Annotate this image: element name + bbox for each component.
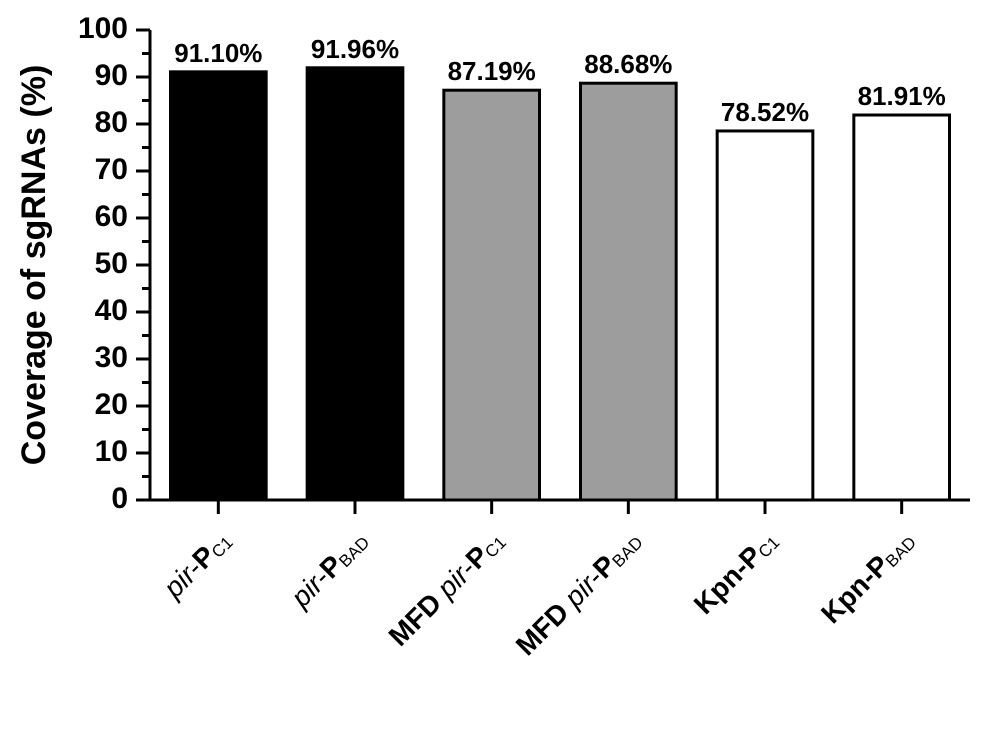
- y-tick-label: 20: [95, 388, 128, 421]
- chart-container: 91.10% 91.96% 87.19% 88.68% 78.52% 81.91% 0 10 2…: [0, 0, 1000, 734]
- bar: [717, 131, 813, 500]
- y-tick-label: 50: [95, 247, 128, 280]
- y-tick-label: 70: [95, 153, 128, 186]
- y-tick-label: 80: [95, 106, 128, 139]
- bar-value-label: 91.10%: [174, 38, 262, 68]
- bar-value-label: 78.52%: [721, 97, 809, 127]
- bar: [171, 72, 267, 500]
- bar: [307, 68, 403, 500]
- y-tick-label: 60: [95, 200, 128, 233]
- bar: [581, 83, 677, 500]
- bar-value-label: 88.68%: [584, 49, 672, 79]
- y-tick-label: 0: [111, 482, 128, 515]
- y-tick-label: 30: [95, 341, 128, 374]
- bar: [854, 115, 950, 500]
- y-tick-label: 100: [78, 12, 128, 45]
- bar-value-label: 81.91%: [858, 81, 946, 111]
- y-axis-label: Coverage of sgRNAs (%): [15, 65, 53, 466]
- bar-chart: 91.10% 91.96% 87.19% 88.68% 78.52% 81.91% 0 10 2…: [0, 0, 1000, 734]
- y-tick-label: 40: [95, 294, 128, 327]
- bar-value-label: 87.19%: [448, 56, 536, 86]
- y-tick-label: 90: [95, 59, 128, 92]
- bar-value-label: 91.96%: [311, 34, 399, 64]
- bar: [444, 90, 540, 500]
- y-tick-label: 10: [95, 435, 128, 468]
